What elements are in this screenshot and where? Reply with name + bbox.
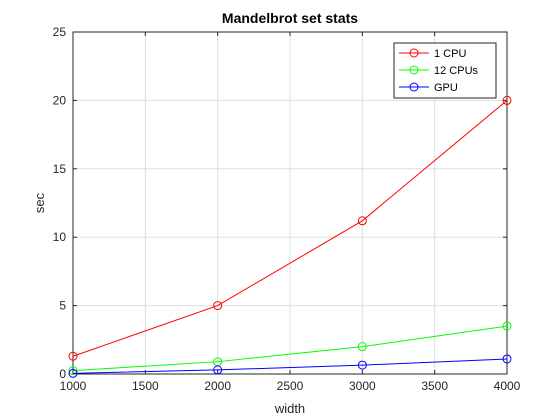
data-point xyxy=(357,216,367,226)
x-tick-label: 3500 xyxy=(421,379,448,393)
series xyxy=(68,354,512,378)
series-line xyxy=(72,325,508,372)
data-point xyxy=(502,95,512,105)
y-tick-label: 25 xyxy=(53,25,67,39)
series xyxy=(68,95,512,361)
x-tick-label: 3000 xyxy=(349,379,376,393)
legend-label: 1 CPU xyxy=(434,48,466,60)
data-point xyxy=(357,342,367,352)
y-tick-label: 0 xyxy=(59,367,66,381)
x-tick-label: 1500 xyxy=(132,379,159,393)
legend-label: GPU xyxy=(434,82,458,94)
series-line xyxy=(72,358,508,374)
series xyxy=(68,321,512,376)
legend-marker xyxy=(409,48,419,58)
y-tick-label: 10 xyxy=(53,230,67,244)
legend: 1 CPU 12 CPUs GPU xyxy=(393,42,497,99)
x-tick-label: 4000 xyxy=(494,379,521,393)
y-tick-label: 15 xyxy=(53,162,67,176)
legend-label: 12 CPUs xyxy=(434,65,479,77)
chart-title: Mandelbrot set stats xyxy=(222,10,358,26)
data-point xyxy=(502,321,512,331)
series-layer xyxy=(68,95,512,378)
y-tick-label: 5 xyxy=(59,299,66,313)
legend-item: GPU xyxy=(399,82,458,94)
data-point xyxy=(357,360,367,370)
x-tick-label: 2500 xyxy=(277,379,304,393)
legend-marker xyxy=(409,82,419,92)
data-point xyxy=(68,351,78,361)
data-point xyxy=(68,368,78,378)
y-tick-label: 20 xyxy=(53,93,67,107)
x-axis-label: width xyxy=(274,401,305,416)
series-line xyxy=(72,100,508,357)
data-point xyxy=(502,354,512,364)
data-point xyxy=(68,366,78,376)
legend-item: 12 CPUs xyxy=(399,65,479,77)
y-axis-label: sec xyxy=(32,192,47,213)
x-tick-label: 2000 xyxy=(204,379,231,393)
legend-marker xyxy=(409,65,419,75)
axis-ticks: 1000 1500 2000 2500 3000 3500 4000 0 5 10 15 20 25 xyxy=(53,25,521,393)
data-point xyxy=(213,365,223,375)
legend-item: 1 CPU xyxy=(399,48,466,60)
x-tick-label: 1000 xyxy=(60,379,87,393)
data-point xyxy=(213,301,223,311)
